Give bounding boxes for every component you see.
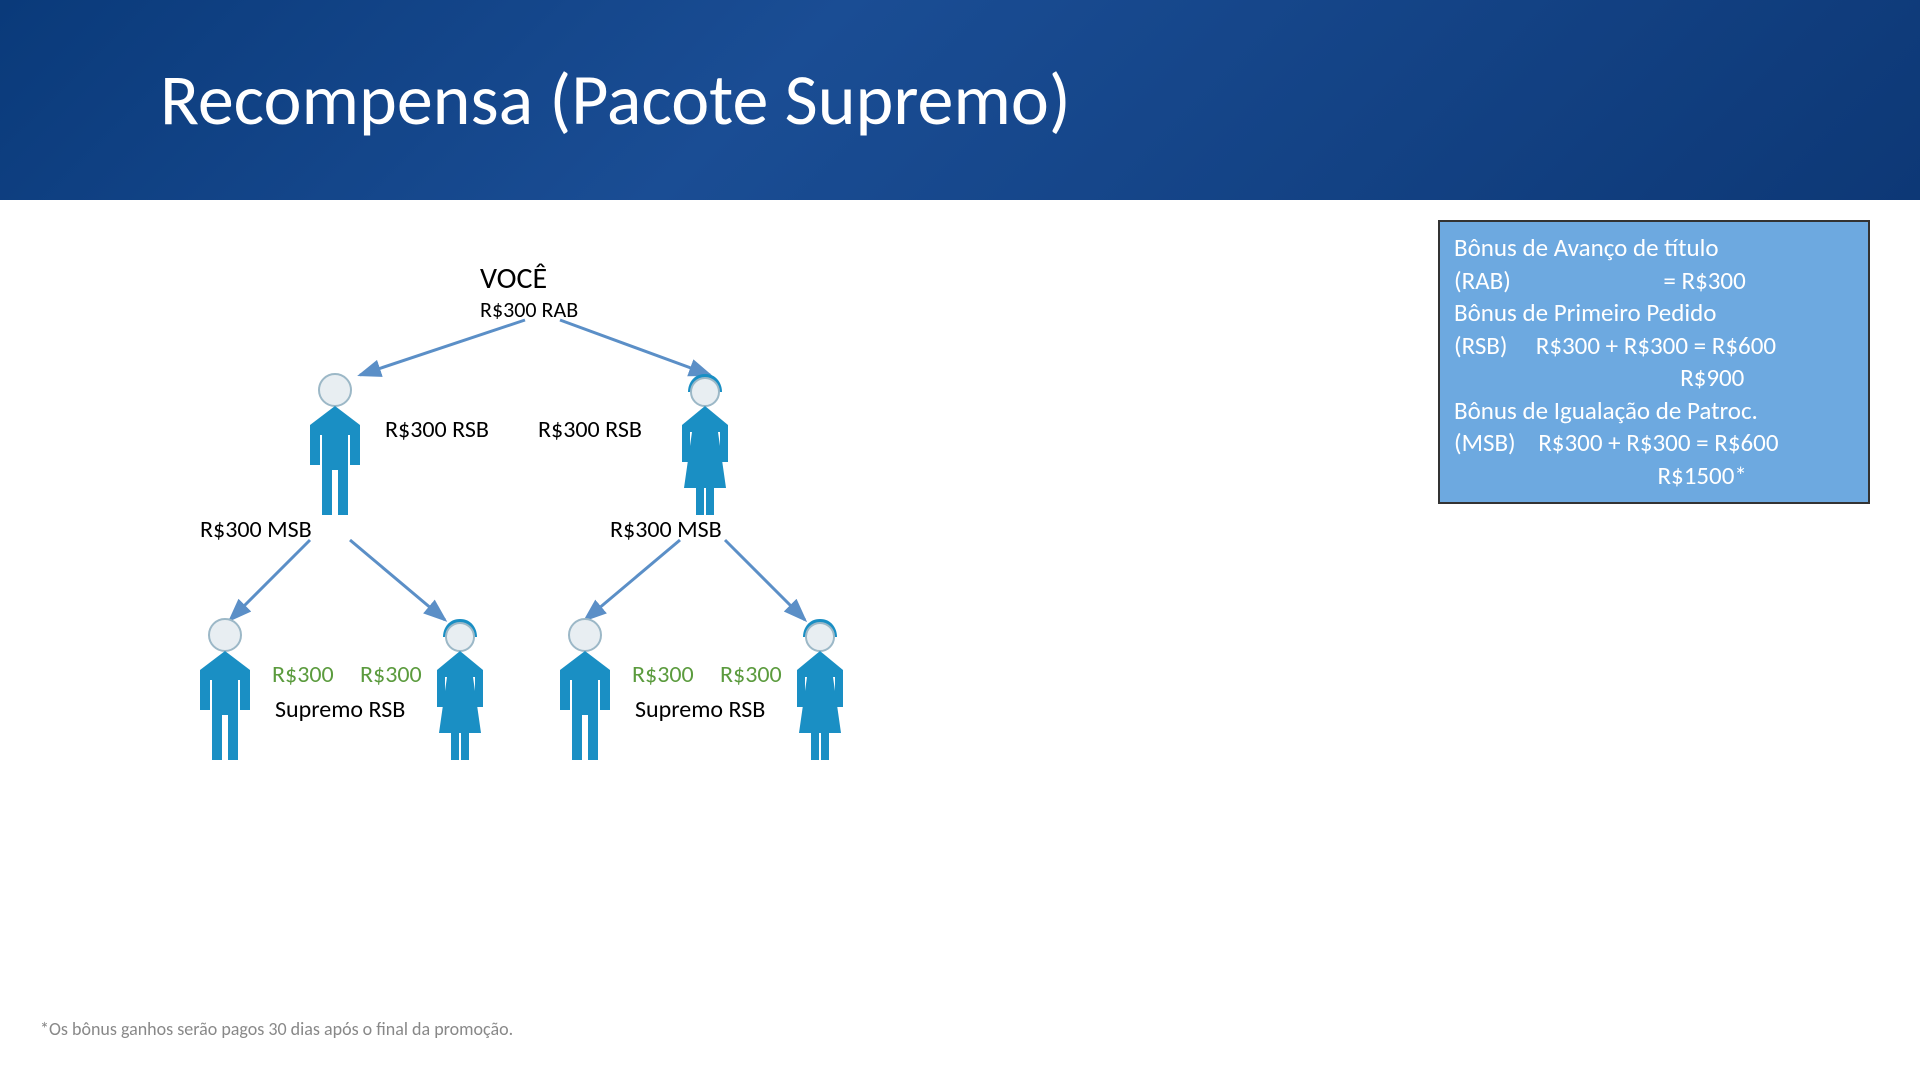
tree-diagram: VOCÊ R$300 RAB R$300 RSB R$300 MSB R$300… [180, 240, 980, 840]
node-l1-left [290, 370, 380, 520]
bonus-box: Bônus de Avanço de título(RAB) = R$300Bô… [1438, 220, 1870, 504]
female-icon [660, 370, 750, 520]
bonus-line: Bônus de Primeiro Pedido [1454, 297, 1854, 330]
node-l1-right [660, 370, 750, 520]
root-title: VOCÊ [480, 260, 547, 297]
bonus-line: (RSB) R$300 + R$300 = R$600 [1454, 330, 1854, 363]
supremo-left-tail: RSB [363, 695, 405, 724]
bonus-line: Bônus de Avanço de título [1454, 232, 1854, 265]
root-sub: R$300 RAB [480, 296, 578, 323]
l1-left-msb: R$300 MSB [200, 515, 312, 544]
supremo-left: Supremo RSB [275, 695, 405, 724]
supremo-right-tail: RSB [723, 695, 765, 724]
l2-rr-value: R$300 [720, 660, 782, 689]
male-icon [180, 615, 270, 765]
supremo-right-text: Supremo [635, 695, 723, 724]
bonus-line: (MSB) R$300 + R$300 = R$600 [1454, 427, 1854, 460]
l1-right-msb: R$300 MSB [610, 515, 722, 544]
bonus-line: R$1500* [1454, 460, 1854, 493]
footnote: *Os bônus ganhos serão pagos 30 dias apó… [40, 1018, 513, 1040]
supremo-left-text: Supremo [275, 695, 363, 724]
content: VOCÊ R$300 RAB R$300 RSB R$300 MSB R$300… [0, 200, 1920, 1080]
l1-left-rsb: R$300 RSB [385, 415, 489, 444]
supremo-right: Supremo RSB [635, 695, 765, 724]
node-l2-lr [415, 615, 505, 765]
l2-rl-value: R$300 [632, 660, 694, 689]
female-icon [775, 615, 865, 765]
l2-ll-value: R$300 [272, 660, 334, 689]
l1-right-rsb: R$300 RSB [538, 415, 642, 444]
node-l2-rl [540, 615, 630, 765]
male-icon [290, 370, 380, 520]
node-l2-ll [180, 615, 270, 765]
page-title: Recompensa (Pacote Supremo) [160, 56, 1071, 144]
bonus-line: R$900 [1454, 362, 1854, 395]
header: Recompensa (Pacote Supremo) [0, 0, 1920, 200]
bonus-line: (RAB) = R$300 [1454, 265, 1854, 298]
l2-lr-value: R$300 [360, 660, 422, 689]
node-l2-rr [775, 615, 865, 765]
female-icon [415, 615, 505, 765]
male-icon [540, 615, 630, 765]
bonus-line: Bônus de Igualação de Patroc. [1454, 395, 1854, 428]
